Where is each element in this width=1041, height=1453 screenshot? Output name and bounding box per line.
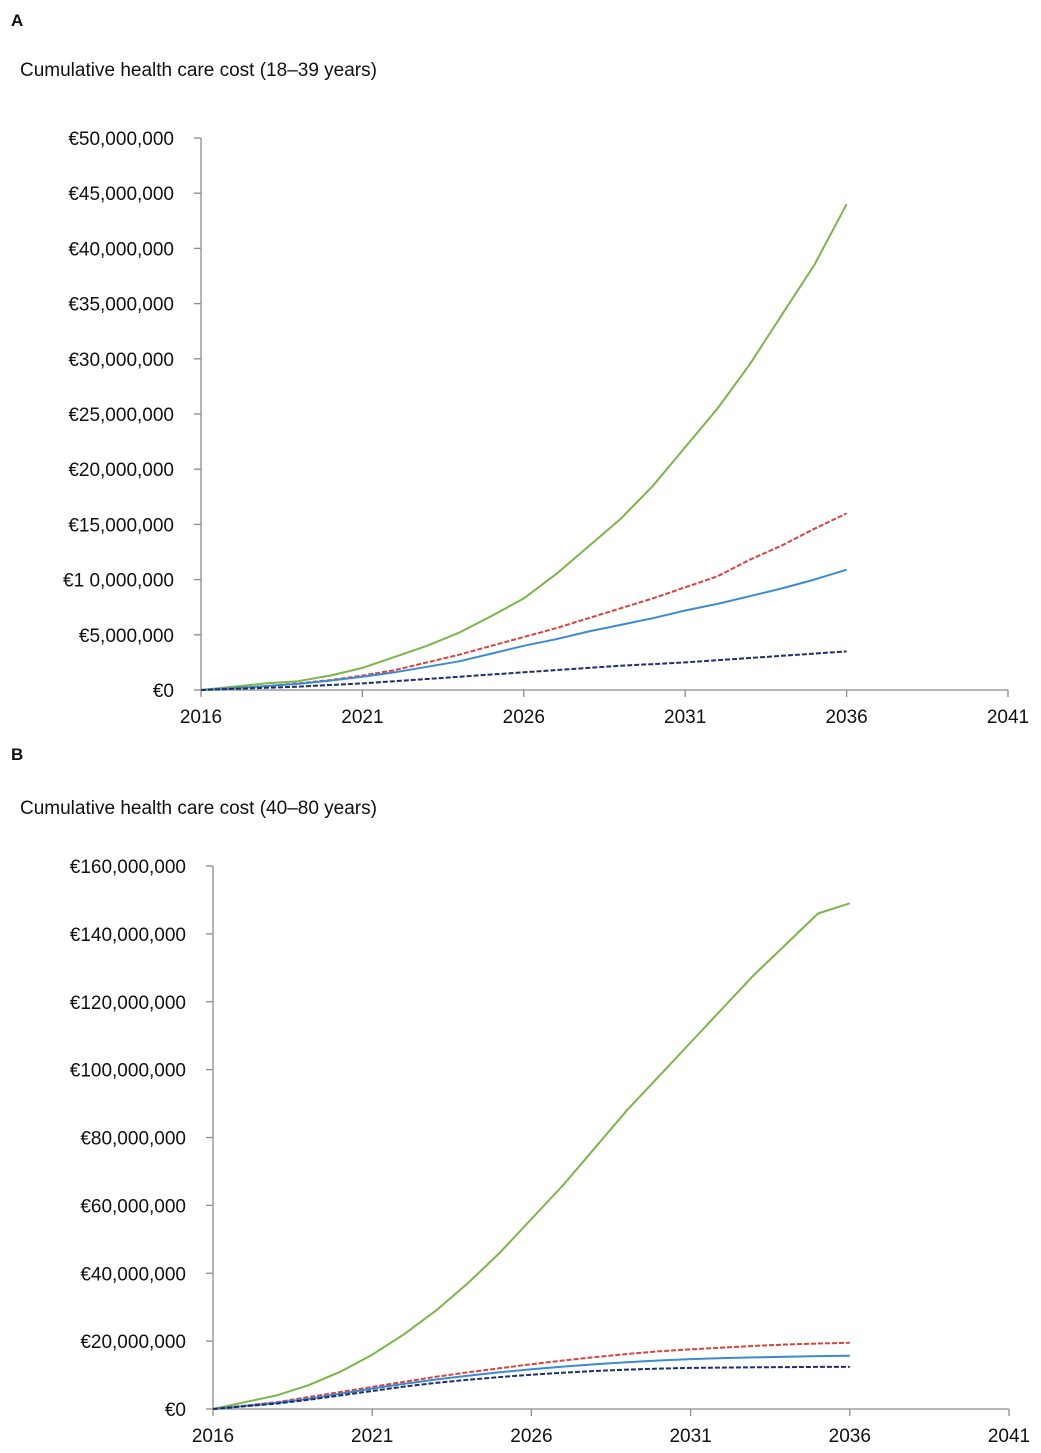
x-tick-label: 2031 [669, 1426, 711, 1447]
y-tick-label: €0 [153, 681, 174, 702]
y-tick-label: €25,000,000 [68, 405, 174, 426]
y-tick-label: €100,000,000 [70, 1061, 186, 1082]
y-tick-label: €50,000,000 [68, 129, 174, 150]
chart-a-title: Cumulative health care cost (18–39 years… [20, 60, 377, 81]
series-line-1 [200, 203, 848, 691]
y-tick-label: €45,000,000 [68, 184, 174, 205]
chart-a: €0 €5,000,000 €1 0,000,000 €15,000,000 €20,0… [63, 129, 1029, 728]
series-line-1 [212, 902, 851, 1410]
x-tick-label: 2016 [192, 1426, 234, 1447]
series-line-4 [200, 650, 847, 691]
x-tick-label: 2021 [341, 707, 383, 728]
x-tick-label: 2026 [503, 707, 545, 728]
series-line-4 [212, 1365, 850, 1410]
y-tick-label: €20,000,000 [80, 1332, 186, 1353]
x-tick-label: 2031 [664, 707, 706, 728]
y-tick-label: €35,000,000 [68, 295, 174, 316]
y-tick-label: €40,000,000 [80, 1264, 186, 1285]
y-tick-label: €1 0,000,000 [63, 571, 174, 592]
panel-label-a: A [11, 11, 24, 30]
y-tick-label: €0 [165, 1400, 186, 1421]
y-tick-label: €15,000,000 [68, 515, 174, 536]
y-tick-label: €5,000,000 [79, 626, 174, 647]
x-tick-label: 2041 [987, 707, 1029, 728]
x-tick-label: 2041 [988, 1426, 1030, 1447]
x-tick-label: 2021 [351, 1426, 393, 1447]
series-line-3 [212, 1354, 850, 1410]
chart-b-title: Cumulative health care cost (40–80 years… [20, 798, 377, 819]
y-tick-label: €20,000,000 [68, 460, 174, 481]
x-tick-label: 2036 [829, 1426, 871, 1447]
y-tick-label: €160,000,000 [70, 857, 186, 878]
y-tick-label: €30,000,000 [68, 350, 174, 371]
y-tick-label: €40,000,000 [68, 239, 174, 260]
y-tick-label: €60,000,000 [80, 1196, 186, 1217]
series-line-3 [200, 568, 847, 691]
y-tick-label: €120,000,000 [70, 993, 186, 1014]
panel-label-b: B [11, 745, 24, 764]
x-tick-label: 2016 [180, 707, 222, 728]
y-tick-label: €80,000,000 [80, 1129, 186, 1150]
x-tick-label: 2036 [825, 707, 867, 728]
y-tick-label: €140,000,000 [70, 925, 186, 946]
x-tick-label: 2026 [510, 1426, 552, 1447]
series-line-2 [212, 1341, 850, 1410]
